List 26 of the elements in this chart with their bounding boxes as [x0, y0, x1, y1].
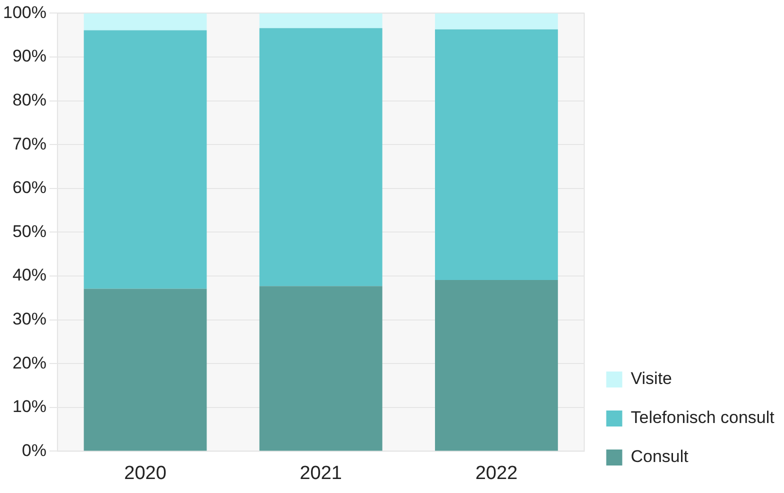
y-tick-label: 80%	[12, 90, 46, 110]
y-tick-label: 10%	[12, 397, 46, 416]
y-tick-label: 20%	[12, 353, 46, 372]
bar	[84, 13, 207, 30]
y-tick-label: 30%	[12, 309, 46, 328]
bar	[84, 288, 207, 451]
bar	[435, 280, 558, 451]
y-tick-label: 50%	[12, 222, 46, 241]
y-tick-label: 40%	[12, 266, 46, 285]
y-tick-label: 90%	[12, 46, 46, 66]
x-tick-label: 2022	[475, 462, 518, 484]
bar	[84, 30, 207, 289]
x-tick-label: 2021	[300, 462, 342, 484]
y-tick-label: 60%	[12, 178, 46, 198]
legend-label: Visite	[630, 369, 672, 388]
bar	[435, 29, 558, 280]
y-tick-label: 70%	[12, 134, 46, 154]
bar	[259, 286, 382, 451]
legend-label: Consult	[630, 447, 689, 466]
bar	[259, 28, 382, 286]
bar	[259, 13, 382, 28]
x-tick-label: 2020	[124, 462, 166, 484]
bar	[435, 13, 558, 30]
y-tick-label: 100%	[2, 2, 46, 22]
legend-label: Telefonisch consult	[630, 408, 775, 428]
y-tick-label: 0%	[22, 440, 46, 460]
